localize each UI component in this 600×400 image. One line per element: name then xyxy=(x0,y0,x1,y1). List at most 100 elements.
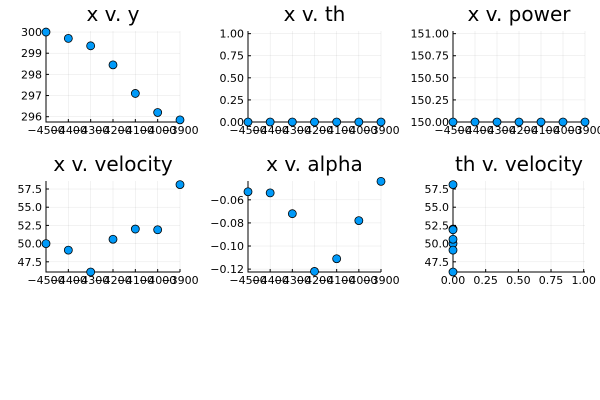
y-tick-label: 0.00 xyxy=(220,116,245,129)
y-tick-label: −0.06 xyxy=(210,194,244,207)
data-point xyxy=(243,187,253,197)
x-tick-label: −4200 xyxy=(94,274,131,287)
data-point xyxy=(558,117,568,127)
data-point xyxy=(376,176,386,186)
y-tick-label: 298 xyxy=(21,68,42,81)
data-point xyxy=(265,117,275,127)
x-tick-label: −4000 xyxy=(340,274,377,287)
y-tick-label: 55.0 xyxy=(425,201,450,214)
y-tick-label: 50.0 xyxy=(18,238,43,251)
data-point xyxy=(310,117,319,127)
data-point xyxy=(130,89,140,98)
x-tick-label: −4000 xyxy=(139,274,176,287)
data-point xyxy=(536,117,546,127)
data-point xyxy=(63,34,73,43)
x-tick-label: −4000 xyxy=(544,124,581,137)
data-point xyxy=(332,254,342,264)
y-tick-label: 52.5 xyxy=(425,219,450,232)
y-tick-label: 57.5 xyxy=(425,183,450,196)
x-tick-label: −3900 xyxy=(161,124,198,137)
y-tick-label: 0.25 xyxy=(220,94,245,107)
data-point xyxy=(514,117,524,127)
data-point xyxy=(470,117,480,127)
x-tick-label: −4500 xyxy=(434,124,471,137)
y-tick-label: −0.10 xyxy=(210,240,244,253)
data-point xyxy=(580,117,590,127)
data-point xyxy=(448,234,458,244)
subplot-3: −4500−4400−4300−4200−4100−4000−3900 150.0… xyxy=(411,2,600,137)
x-tick-label: −4500 xyxy=(27,124,64,137)
data-point xyxy=(448,180,458,190)
y-tick-label: 47.5 xyxy=(18,256,43,269)
data-point xyxy=(376,117,386,127)
y-tick-label: 150.00 xyxy=(411,116,450,129)
data-point xyxy=(310,267,319,276)
y-tick-label: 50.0 xyxy=(425,238,450,251)
data-point xyxy=(354,216,364,226)
data-point xyxy=(63,245,73,255)
y-tick-label: 297 xyxy=(21,90,42,103)
y-tick-label: 0.75 xyxy=(220,50,245,63)
x-tick-label: −4400 xyxy=(50,124,87,137)
x-tick-label: −3900 xyxy=(566,124,600,137)
x-tick-label: −4500 xyxy=(229,124,266,137)
x-tick-label: −3900 xyxy=(161,274,198,287)
data-point xyxy=(243,117,253,127)
subplot-title: th v. velocity xyxy=(455,152,583,176)
y-tick-label: 300 xyxy=(21,26,42,39)
y-tick-label: 296 xyxy=(21,111,42,124)
x-tick-label: −4300 xyxy=(274,124,311,137)
x-tick-label: −4400 xyxy=(252,274,289,287)
x-tick-label: −4300 xyxy=(72,124,109,137)
subplot-4: −4500−4400−4300−4200−4100−4000−3900 47.5 5… xyxy=(18,152,199,287)
y-tick-label: 151.00 xyxy=(411,28,450,41)
data-point xyxy=(287,209,297,219)
data-point xyxy=(448,245,458,255)
y-tick-label: 299 xyxy=(21,47,42,60)
x-tick-label: −4500 xyxy=(27,274,64,287)
y-tick-label: −0.12 xyxy=(210,263,244,276)
subplot-title: x v. y xyxy=(86,2,139,26)
axis-frame xyxy=(452,181,585,273)
data-point xyxy=(265,188,275,198)
y-tick-label: 150.50 xyxy=(411,72,450,85)
x-tick-label: −4100 xyxy=(522,124,559,137)
subplot-1: −4500−4400−4300−4200−4100−4000−3900 296 29… xyxy=(21,2,199,137)
data-point xyxy=(448,225,458,235)
x-tick-label: −4100 xyxy=(318,124,355,137)
x-tick-label: −4400 xyxy=(456,124,493,137)
data-point xyxy=(108,60,118,70)
y-tick-label: 47.5 xyxy=(425,256,450,269)
subplot-5: −4500−4400−4300−4200−4100−4000−3900 −0.12… xyxy=(210,152,399,287)
x-tick-label: −4200 xyxy=(94,124,131,137)
x-tick-label: −4100 xyxy=(117,124,154,137)
x-tick-label: −4000 xyxy=(340,124,377,137)
x-tick-label: 1.00 xyxy=(571,274,596,287)
data-point xyxy=(41,239,51,249)
x-tick-label: −4200 xyxy=(296,274,333,287)
data-point xyxy=(86,41,96,51)
x-tick-label: −4300 xyxy=(478,124,515,137)
data-point xyxy=(153,108,163,117)
y-tick-label: 55.0 xyxy=(18,201,43,214)
x-tick-label: 0.50 xyxy=(506,274,531,287)
data-point xyxy=(86,267,96,277)
x-tick-label: −4100 xyxy=(318,274,355,287)
y-tick-label: 0.50 xyxy=(220,72,245,85)
subplot-title: x v. power xyxy=(467,2,571,26)
y-tick-label: 150.75 xyxy=(411,50,450,63)
x-tick-label: 0.25 xyxy=(473,274,498,287)
data-point xyxy=(175,115,185,125)
x-tick-label: 0.75 xyxy=(539,274,564,287)
subplot-6: 0.00 0.25 0.50 0.75 1.00 47.5 50.0 52.5 55.0 57.5… xyxy=(425,152,596,287)
x-tick-label: −3900 xyxy=(362,124,399,137)
data-point xyxy=(130,224,140,234)
y-tick-label: 150.25 xyxy=(411,94,450,107)
data-point xyxy=(153,225,163,235)
x-tick-label: −4500 xyxy=(229,274,266,287)
data-point xyxy=(448,117,458,127)
x-tick-label: −3900 xyxy=(362,274,399,287)
x-tick-label: −4200 xyxy=(500,124,537,137)
x-tick-label: −4400 xyxy=(252,124,289,137)
